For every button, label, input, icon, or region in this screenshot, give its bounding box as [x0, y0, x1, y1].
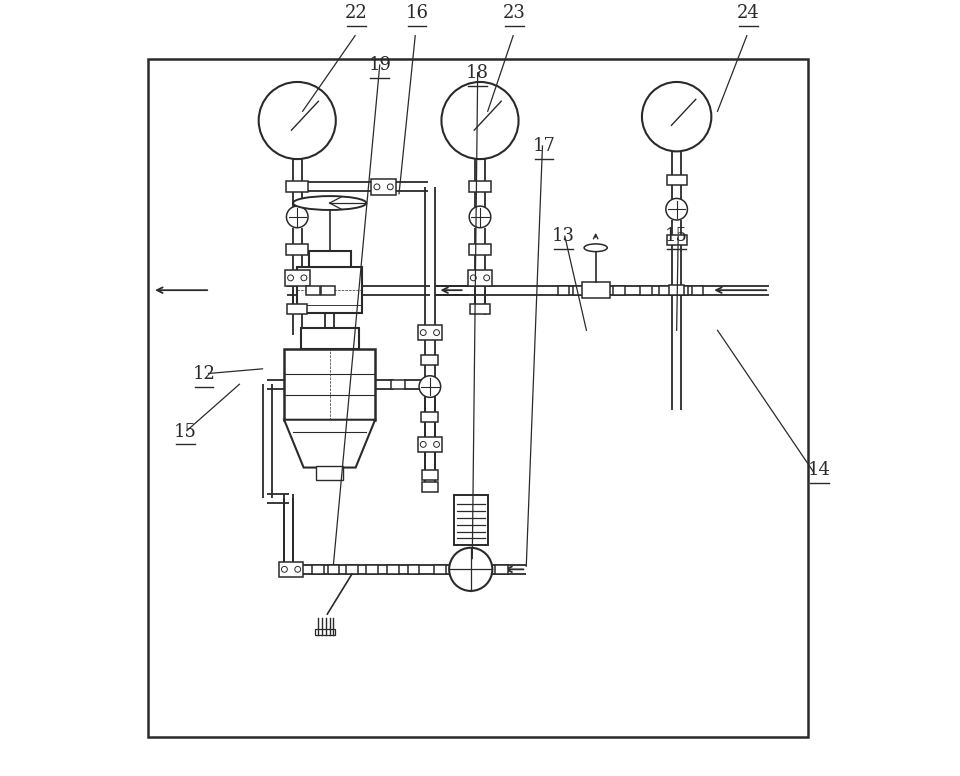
Bar: [392, 379, 405, 389]
Text: 24: 24: [737, 4, 759, 22]
Text: 14: 14: [808, 461, 830, 479]
Bar: [582, 282, 610, 298]
Circle shape: [434, 442, 440, 447]
Bar: [372, 179, 396, 195]
Bar: [422, 470, 438, 480]
Bar: [305, 286, 320, 295]
Bar: [469, 244, 491, 255]
Circle shape: [420, 330, 426, 335]
Bar: [454, 494, 488, 545]
Bar: [660, 286, 671, 295]
Bar: [309, 251, 350, 267]
Circle shape: [258, 82, 336, 159]
Circle shape: [301, 275, 307, 281]
Circle shape: [281, 566, 287, 572]
Circle shape: [374, 184, 380, 190]
Bar: [470, 304, 490, 314]
Circle shape: [387, 184, 394, 190]
Bar: [322, 286, 335, 295]
Ellipse shape: [293, 196, 367, 210]
Bar: [468, 270, 492, 286]
Bar: [613, 286, 625, 295]
Bar: [286, 182, 308, 192]
Text: 23: 23: [503, 4, 526, 22]
Circle shape: [286, 206, 308, 227]
Bar: [597, 286, 610, 295]
Circle shape: [288, 275, 294, 281]
Circle shape: [295, 566, 300, 572]
Text: 15: 15: [665, 227, 688, 245]
Bar: [418, 437, 443, 452]
Text: 15: 15: [174, 423, 197, 441]
Circle shape: [470, 275, 476, 281]
Bar: [666, 235, 686, 245]
Bar: [387, 565, 398, 574]
Bar: [421, 355, 439, 365]
Text: 16: 16: [405, 4, 428, 22]
Circle shape: [449, 548, 492, 591]
Ellipse shape: [584, 244, 608, 251]
Bar: [367, 565, 378, 574]
Bar: [347, 565, 358, 574]
Bar: [421, 412, 439, 422]
Circle shape: [484, 275, 490, 281]
Circle shape: [434, 330, 440, 335]
Bar: [418, 325, 443, 341]
Bar: [284, 348, 375, 420]
Bar: [469, 182, 491, 192]
Circle shape: [469, 206, 491, 227]
Bar: [640, 286, 652, 295]
Bar: [285, 270, 309, 286]
Bar: [434, 565, 446, 574]
Bar: [286, 244, 308, 255]
Bar: [315, 629, 335, 635]
Bar: [558, 286, 569, 295]
Circle shape: [442, 82, 518, 159]
Bar: [495, 565, 508, 574]
Bar: [691, 286, 704, 295]
Circle shape: [420, 442, 426, 447]
Bar: [573, 286, 585, 295]
Bar: [316, 466, 344, 480]
Text: 13: 13: [552, 227, 575, 245]
Circle shape: [642, 82, 711, 151]
Text: 22: 22: [346, 4, 368, 22]
Polygon shape: [284, 420, 375, 468]
Text: 19: 19: [369, 56, 392, 74]
Text: 12: 12: [193, 365, 215, 383]
Circle shape: [666, 199, 687, 220]
Bar: [287, 304, 307, 314]
Bar: [669, 285, 684, 295]
Text: 17: 17: [533, 137, 556, 155]
Text: 18: 18: [467, 64, 490, 82]
Circle shape: [420, 376, 441, 397]
Bar: [327, 565, 339, 574]
Bar: [297, 267, 363, 314]
Bar: [149, 59, 807, 737]
Bar: [666, 175, 686, 185]
Bar: [312, 565, 324, 574]
Bar: [300, 327, 359, 348]
Bar: [282, 564, 296, 573]
Bar: [278, 562, 303, 577]
Bar: [676, 286, 687, 295]
Bar: [408, 565, 420, 574]
Bar: [422, 482, 438, 492]
